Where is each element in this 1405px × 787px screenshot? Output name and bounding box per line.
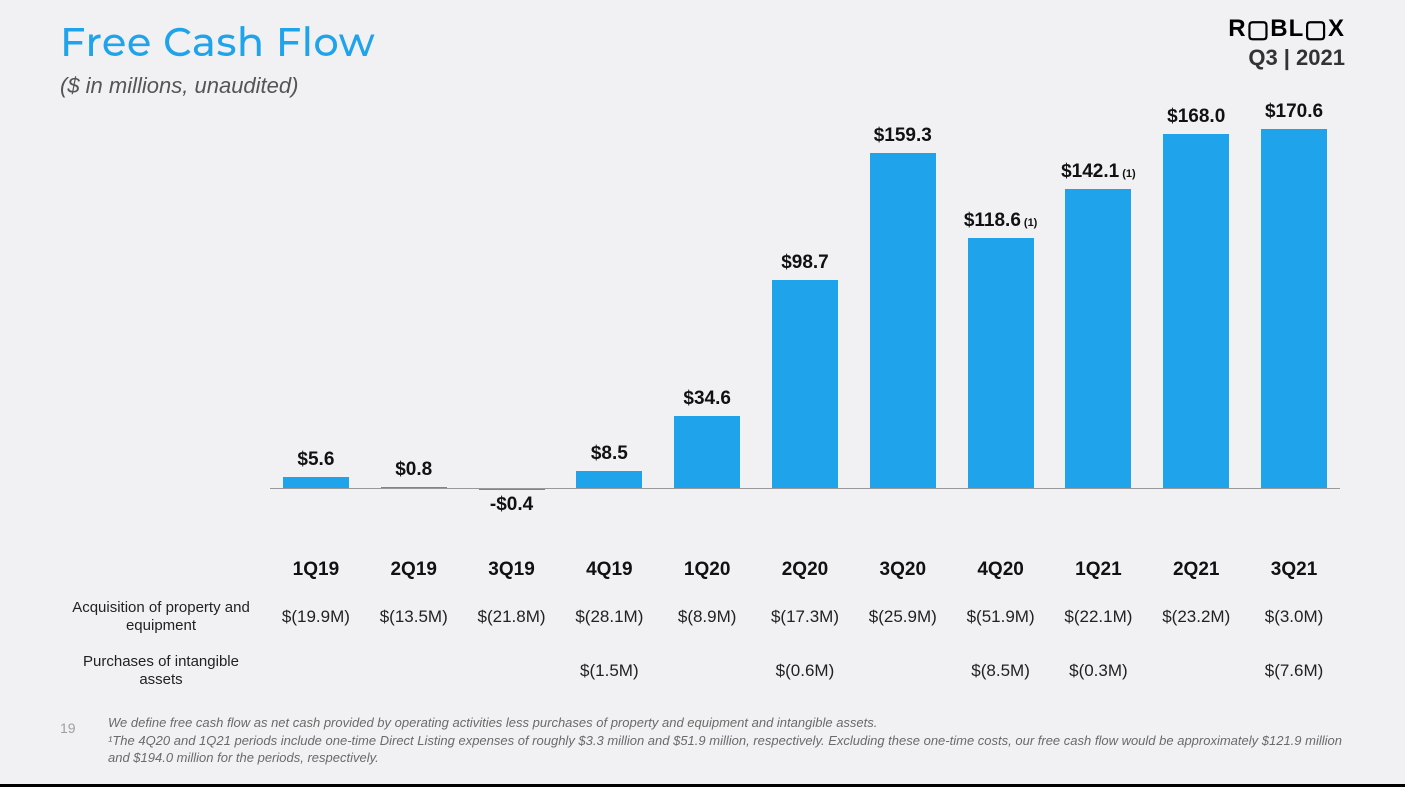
data-cell: $(17.3M) (759, 607, 851, 627)
bar-value-label: $5.6 (297, 449, 334, 471)
data-cell: $(3.0M) (1248, 607, 1340, 627)
bar-col: $34.6 (661, 109, 753, 499)
data-cell: $(25.9M) (857, 607, 949, 627)
bar-value-label: $0.8 (395, 459, 432, 481)
row-cells: $(19.9M) $(13.5M) $(21.8M)$(28.1M) $(8.9M) $… (270, 607, 1340, 627)
x-category: 3Q21 (1248, 559, 1340, 581)
x-category: 3Q20 (857, 559, 949, 581)
bar (1261, 129, 1327, 489)
data-cell: $(21.8M) (466, 607, 558, 627)
bar (1065, 189, 1131, 489)
bar-col: $98.7 (759, 109, 851, 499)
bar (674, 416, 740, 489)
period-label: Q3 | 2021 (1228, 45, 1345, 71)
bar (1163, 134, 1229, 488)
slide-title: Free Cash Flow (60, 18, 1345, 67)
brand-block: R▢BL▢X Q3 | 2021 (1228, 14, 1345, 71)
row-cells: $(1.5M) $(0.6M) $(8.5M) $(0.3M) $(7.6M) (270, 661, 1340, 681)
footnotes: 19 We define free cash flow as net cash … (60, 714, 1345, 767)
bar-chart: $5.6 $0.8 -$0.4 $8.5 $34.6 $98.7 $159.3 $118.6(… (270, 109, 1340, 499)
data-cell: $(1.5M) (563, 661, 655, 681)
data-cell: $(8.5M) (955, 661, 1047, 681)
bar-value-label: $170.6 (1265, 101, 1323, 123)
slide-container: R▢BL▢X Q3 | 2021 Free Cash Flow ($ in mi… (0, 0, 1405, 787)
x-category: 3Q19 (466, 559, 558, 581)
x-category: 1Q20 (661, 559, 753, 581)
bar-col: $142.1(1) (1053, 109, 1145, 499)
data-cell (368, 661, 460, 681)
bar (968, 238, 1034, 488)
bar-value-label: $8.5 (591, 443, 628, 465)
data-cell: $(8.9M) (661, 607, 753, 627)
bar-col: $0.8 (368, 109, 460, 499)
bar-value-label: $118.6(1) (964, 210, 1038, 232)
data-cell (661, 661, 753, 681)
footnote-1: We define free cash flow as net cash pro… (108, 714, 1345, 732)
data-row: Purchases of intangible assets $(1.5M) $(0… (60, 653, 1340, 689)
bar (576, 471, 642, 489)
data-cell (466, 661, 558, 681)
row-label: Acquisition of property and equipment (60, 599, 270, 635)
data-cell: $(22.1M) (1053, 607, 1145, 627)
bar-col: $5.6 (270, 109, 362, 499)
bar-col: $118.6(1) (955, 109, 1047, 499)
footnote-2: ¹The 4Q20 and 1Q21 periods include one-t… (108, 732, 1345, 767)
bar-value-label: $168.0 (1167, 106, 1225, 128)
bar (283, 477, 349, 489)
bar-value-label: $159.3 (874, 125, 932, 147)
footnote-text: We define free cash flow as net cash pro… (108, 714, 1345, 767)
data-cell: $(19.9M) (270, 607, 362, 627)
x-category: 4Q20 (955, 559, 1047, 581)
data-cell: $(51.9M) (955, 607, 1047, 627)
chart-baseline (270, 488, 1340, 489)
bar-col: -$0.4 (466, 109, 558, 499)
bar-col: $159.3 (857, 109, 949, 499)
data-cell: $(7.6M) (1248, 661, 1340, 681)
data-cell: $(0.3M) (1053, 661, 1145, 681)
data-cell (270, 661, 362, 681)
x-category: 2Q21 (1150, 559, 1242, 581)
bar-value-label: $34.6 (683, 388, 731, 410)
bar (772, 280, 838, 488)
bar-col: $170.6 (1248, 109, 1340, 499)
x-category: 4Q19 (563, 559, 655, 581)
data-table: Acquisition of property and equipment$(1… (60, 599, 1340, 689)
bar-col: $168.0 (1150, 109, 1242, 499)
chart-wrap: $5.6 $0.8 -$0.4 $8.5 $34.6 $98.7 $159.3 $118.6(… (60, 109, 1340, 689)
bar (870, 153, 936, 489)
data-cell: $(23.2M) (1150, 607, 1242, 627)
row-label: Purchases of intangible assets (60, 653, 270, 689)
bar-col: $8.5 (563, 109, 655, 499)
x-category: 1Q21 (1053, 559, 1145, 581)
bar-value-label: $142.1(1) (1061, 161, 1136, 183)
page-number: 19 (60, 714, 108, 736)
slide-subtitle: ($ in millions, unaudited) (60, 73, 1345, 99)
data-cell (857, 661, 949, 681)
brand-logo: R▢BL▢X (1228, 14, 1345, 43)
data-cell (1150, 661, 1242, 681)
data-cell: $(28.1M) (563, 607, 655, 627)
data-cell: $(13.5M) (368, 607, 460, 627)
x-axis: 1Q19 2Q19 3Q194Q19 1Q20 2Q20 3Q20 4Q20 1Q212Q21… (270, 559, 1340, 581)
x-category: 1Q19 (270, 559, 362, 581)
data-cell: $(0.6M) (759, 661, 851, 681)
bar-value-label: $98.7 (781, 252, 829, 274)
bar-value-label: -$0.4 (490, 494, 533, 516)
data-row: Acquisition of property and equipment$(1… (60, 599, 1340, 635)
x-category: 2Q20 (759, 559, 851, 581)
x-category: 2Q19 (368, 559, 460, 581)
